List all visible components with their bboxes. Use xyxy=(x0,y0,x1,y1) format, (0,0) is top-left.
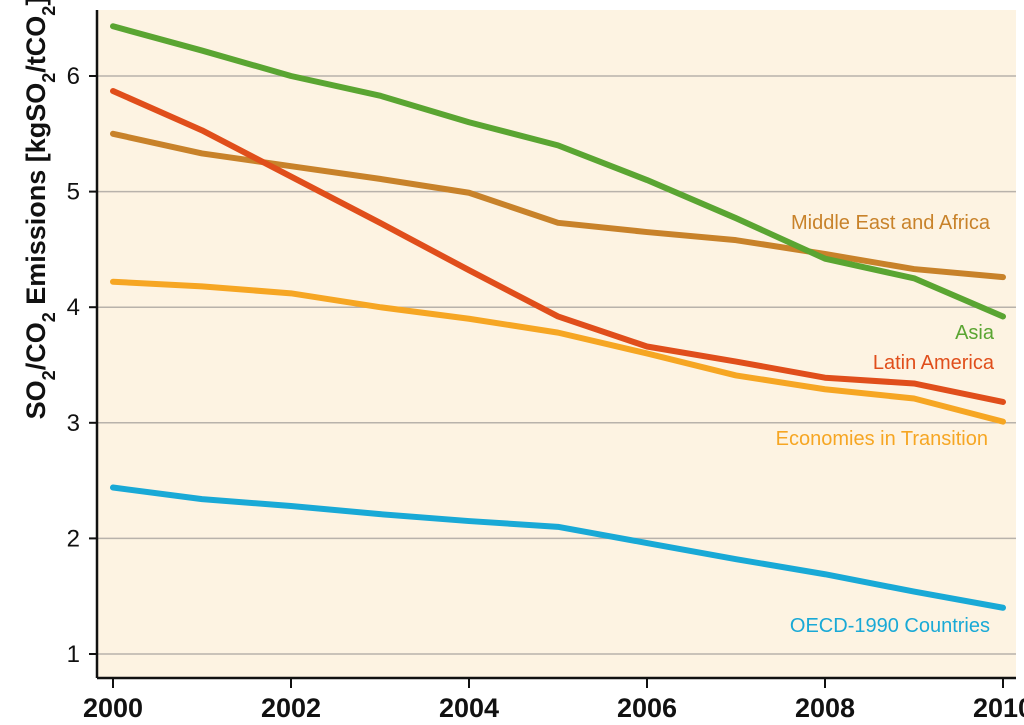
series-label-economies-in-transition: Economies in Transition xyxy=(776,428,988,450)
y-axis-title-part: 2 xyxy=(39,370,59,380)
y-axis-title-part: /tCO xyxy=(21,16,51,73)
series-labels: Asia Latin America Middle East and Africa E… xyxy=(776,212,995,637)
series-label-middle-east-and-africa: Middle East and Africa xyxy=(791,212,991,234)
x-tick-label: 2002 xyxy=(261,693,321,723)
gridlines xyxy=(97,75,1016,655)
y-axis-title-part: 2 xyxy=(39,73,59,83)
y-tick-label: 1 xyxy=(67,641,80,668)
y-tick-label: 2 xyxy=(67,525,80,552)
x-tick-label: 2000 xyxy=(83,693,143,723)
series-label-oecd-1990-countries: OECD-1990 Countries xyxy=(790,615,990,637)
axis-ticks: 1 2 3 4 5 6 2000 2002 2004 2006 2008 2010 xyxy=(67,63,1024,723)
series-line-asia xyxy=(110,23,1006,320)
x-tick-label: 2004 xyxy=(439,693,499,723)
y-tick-label: 4 xyxy=(67,294,80,321)
series-lines xyxy=(110,23,1006,611)
y-axis-title-part: /CO xyxy=(21,322,51,370)
y-axis-title-part: 2 xyxy=(39,6,59,16)
y-axis-title-part: 2 xyxy=(39,312,59,322)
y-tick-label: 6 xyxy=(67,63,80,90)
series-label-latin-america: Latin America xyxy=(873,352,995,374)
series-line-latin-america xyxy=(110,88,1006,405)
x-tick-label: 2006 xyxy=(617,693,677,723)
y-axis-title-part: SO xyxy=(21,380,51,419)
y-axis-title-part: ] xyxy=(21,0,51,6)
y-tick-label: 3 xyxy=(67,410,80,437)
x-tick-label: 2010 xyxy=(973,693,1024,723)
plot-background xyxy=(97,10,1016,678)
y-axis-title-part: Emissions [kgSO xyxy=(21,83,51,313)
y-tick-label: 5 xyxy=(67,179,80,206)
series-line-oecd-1990-countries xyxy=(110,484,1006,611)
x-tick-label: 2008 xyxy=(795,693,855,723)
series-label-asia: Asia xyxy=(955,322,995,344)
y-axis-title: SO2/CO2 Emissions [kgSO2/tCO2] xyxy=(21,0,59,419)
series-line-economies-in-transition xyxy=(110,278,1006,425)
